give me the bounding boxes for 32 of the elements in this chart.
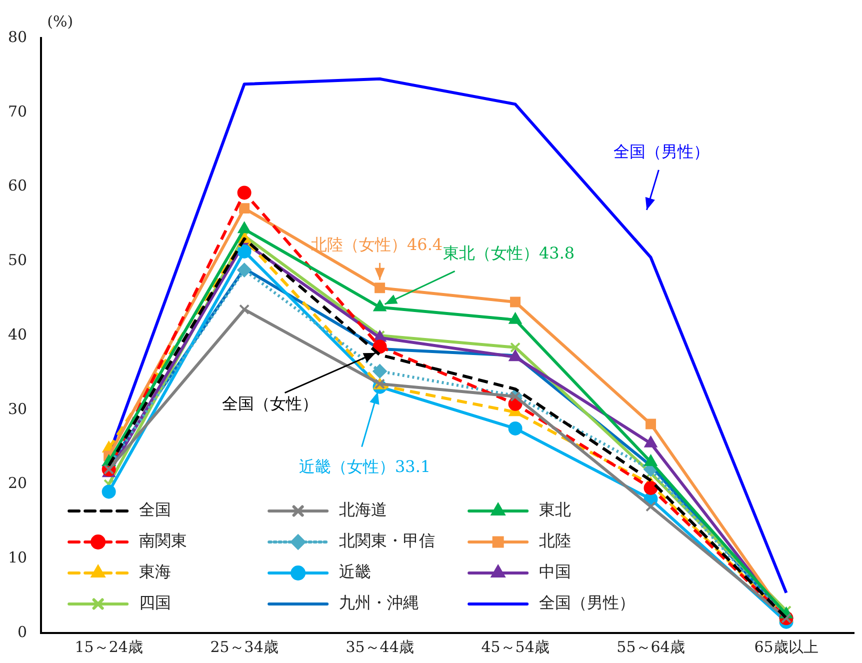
legend-label: 四国 — [139, 593, 172, 612]
y-tick-label: 0 — [18, 622, 28, 641]
x-tick-label: 55～64歳 — [616, 638, 685, 656]
x-tick-label: 35～44歳 — [346, 638, 414, 656]
annotation: 全国（男性） — [614, 142, 710, 162]
legend-label: 九州・沖縄 — [339, 593, 420, 612]
annotation: 東北（女性）43.8 — [442, 243, 575, 262]
legend-label: 近畿 — [339, 562, 372, 582]
x-tick-label: 25～34歳 — [210, 638, 278, 656]
legend-label: 中国 — [539, 562, 572, 582]
x-tick-label: 45～54歳 — [481, 638, 550, 656]
legend-label: 全国 — [139, 500, 172, 520]
y-tick-label: 80 — [8, 28, 28, 46]
x-tick-label: 65歳以上 — [754, 638, 818, 656]
y-tick-label: 10 — [8, 548, 28, 567]
annotation: 近畿（女性）33.1 — [298, 456, 431, 476]
y-tick-label: 40 — [8, 325, 28, 344]
legend-label: 東海 — [139, 562, 172, 582]
legend-label: 北海道 — [339, 500, 388, 520]
legend-label: 南関東 — [139, 531, 188, 550]
annotation: 全国（女性） — [222, 394, 318, 413]
legend-label: 北陸 — [539, 531, 572, 550]
y-tick-label: 50 — [8, 251, 28, 270]
y-tick-label: 70 — [8, 102, 28, 120]
y-axis-title: (%) — [47, 12, 74, 30]
y-tick-label: 60 — [8, 176, 28, 195]
x-tick-label: 15～24歳 — [74, 638, 143, 656]
legend-label: 全国（男性） — [539, 593, 636, 612]
legend-label: 北関東・甲信 — [339, 531, 436, 550]
legend-label: 東北 — [539, 500, 572, 520]
y-tick-label: 20 — [8, 474, 28, 492]
y-tick-label: 30 — [8, 400, 28, 418]
